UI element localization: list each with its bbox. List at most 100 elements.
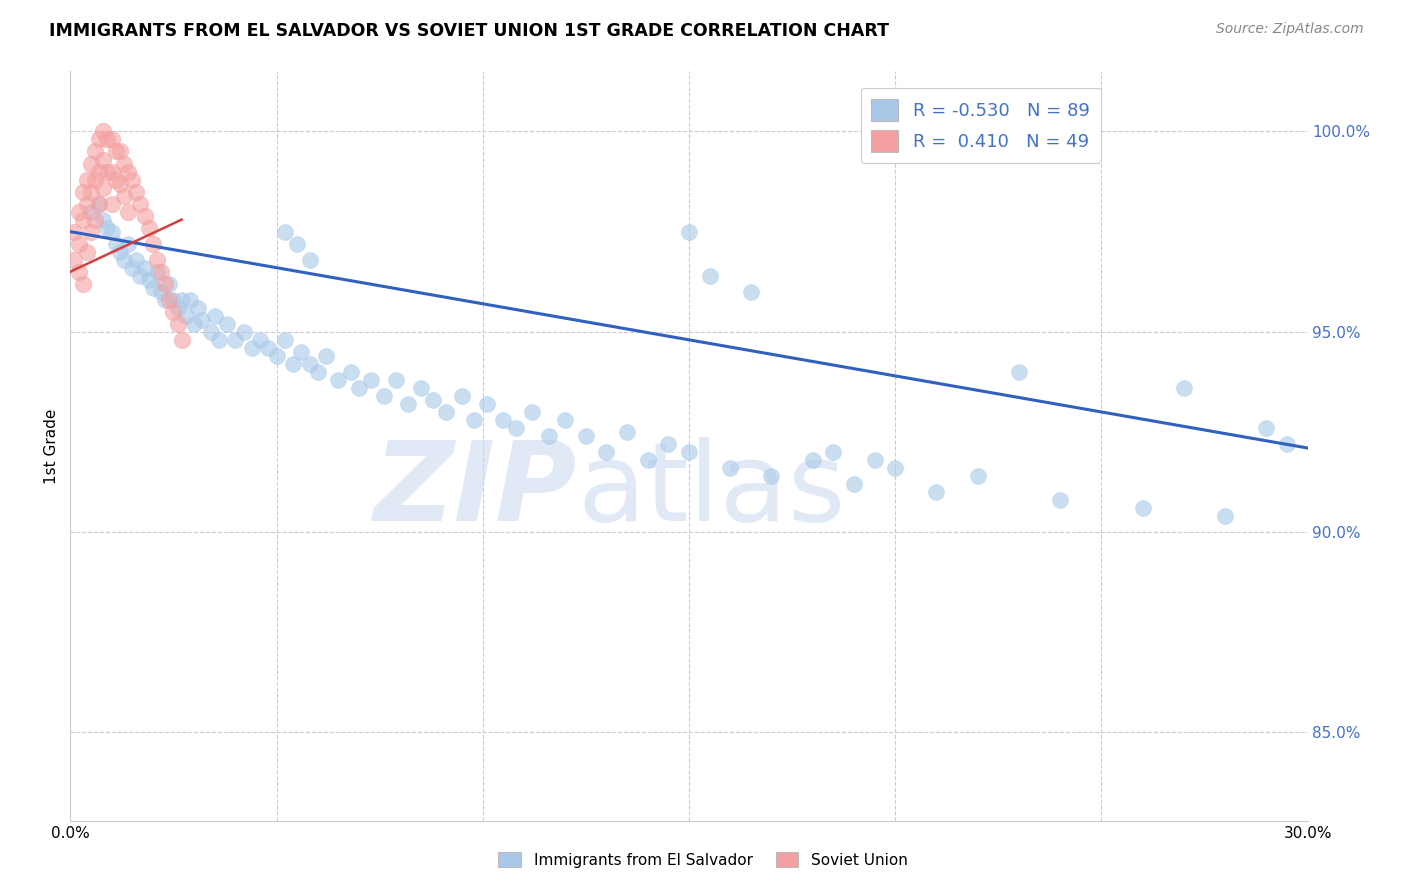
Point xyxy=(678,225,700,239)
Text: Source: ZipAtlas.com: Source: ZipAtlas.com xyxy=(1216,22,1364,37)
Point xyxy=(84,172,107,186)
Point xyxy=(1275,437,1298,451)
Point xyxy=(80,225,103,239)
Point xyxy=(157,293,180,307)
Point xyxy=(761,469,783,483)
Point xyxy=(157,277,180,291)
Point xyxy=(842,477,865,491)
Point xyxy=(274,333,297,347)
Point xyxy=(409,381,432,395)
Point xyxy=(298,357,321,371)
Point xyxy=(142,281,165,295)
Point xyxy=(150,265,173,279)
Point xyxy=(91,212,114,227)
Point xyxy=(100,164,122,178)
Point xyxy=(240,341,263,355)
Point xyxy=(104,145,127,159)
Point xyxy=(637,453,659,467)
Point xyxy=(179,293,201,307)
Point xyxy=(125,252,148,267)
Point xyxy=(153,277,176,291)
Point xyxy=(339,365,361,379)
Point xyxy=(1173,381,1195,395)
Point xyxy=(84,145,107,159)
Point xyxy=(67,204,90,219)
Point xyxy=(72,277,94,291)
Point xyxy=(575,429,598,443)
Point xyxy=(398,397,420,411)
Point xyxy=(150,285,173,299)
Point xyxy=(537,429,560,443)
Point xyxy=(138,220,160,235)
Point xyxy=(823,445,845,459)
Point xyxy=(170,333,193,347)
Point xyxy=(451,389,474,403)
Point xyxy=(63,225,86,239)
Point xyxy=(104,236,127,251)
Point xyxy=(257,341,280,355)
Point xyxy=(72,185,94,199)
Point xyxy=(678,445,700,459)
Point xyxy=(153,293,176,307)
Point xyxy=(1132,501,1154,516)
Point xyxy=(129,196,152,211)
Point xyxy=(125,185,148,199)
Point xyxy=(104,172,127,186)
Point xyxy=(117,164,139,178)
Point xyxy=(146,252,169,267)
Text: ZIP: ZIP xyxy=(374,437,578,544)
Point xyxy=(1008,365,1031,379)
Point xyxy=(554,413,576,427)
Point xyxy=(170,293,193,307)
Point xyxy=(108,177,131,191)
Legend: R = -0.530   N = 89, R =  0.410   N = 49: R = -0.530 N = 89, R = 0.410 N = 49 xyxy=(860,88,1101,162)
Point xyxy=(863,453,886,467)
Point xyxy=(360,373,382,387)
Point xyxy=(138,273,160,287)
Point xyxy=(76,244,98,259)
Point xyxy=(1049,493,1071,508)
Point xyxy=(187,301,209,315)
Point xyxy=(718,461,741,475)
Text: IMMIGRANTS FROM EL SALVADOR VS SOVIET UNION 1ST GRADE CORRELATION CHART: IMMIGRANTS FROM EL SALVADOR VS SOVIET UN… xyxy=(49,22,889,40)
Point xyxy=(96,132,118,146)
Point xyxy=(91,124,114,138)
Point xyxy=(290,344,312,359)
Point xyxy=(89,196,111,211)
Legend: Immigrants from El Salvador, Soviet Union: Immigrants from El Salvador, Soviet Unio… xyxy=(492,846,914,873)
Point xyxy=(166,301,188,315)
Point xyxy=(657,437,679,451)
Point xyxy=(801,453,824,467)
Point xyxy=(191,313,214,327)
Point xyxy=(505,421,527,435)
Y-axis label: 1st Grade: 1st Grade xyxy=(44,409,59,483)
Point xyxy=(522,405,544,419)
Point xyxy=(121,172,143,186)
Point xyxy=(204,309,226,323)
Point xyxy=(492,413,515,427)
Point xyxy=(162,293,184,307)
Point xyxy=(232,325,254,339)
Point xyxy=(162,305,184,319)
Point xyxy=(298,252,321,267)
Point xyxy=(91,180,114,194)
Point xyxy=(146,265,169,279)
Point xyxy=(76,196,98,211)
Point xyxy=(76,172,98,186)
Point xyxy=(266,349,288,363)
Point xyxy=(328,373,350,387)
Point xyxy=(174,309,197,323)
Point xyxy=(925,485,948,500)
Point xyxy=(112,156,135,170)
Point xyxy=(112,188,135,202)
Point xyxy=(315,349,337,363)
Point xyxy=(100,132,122,146)
Point xyxy=(347,381,370,395)
Point xyxy=(67,265,90,279)
Point xyxy=(373,389,395,403)
Point xyxy=(134,260,156,275)
Point xyxy=(108,244,131,259)
Point xyxy=(307,365,329,379)
Point xyxy=(80,204,103,219)
Point xyxy=(1213,509,1236,524)
